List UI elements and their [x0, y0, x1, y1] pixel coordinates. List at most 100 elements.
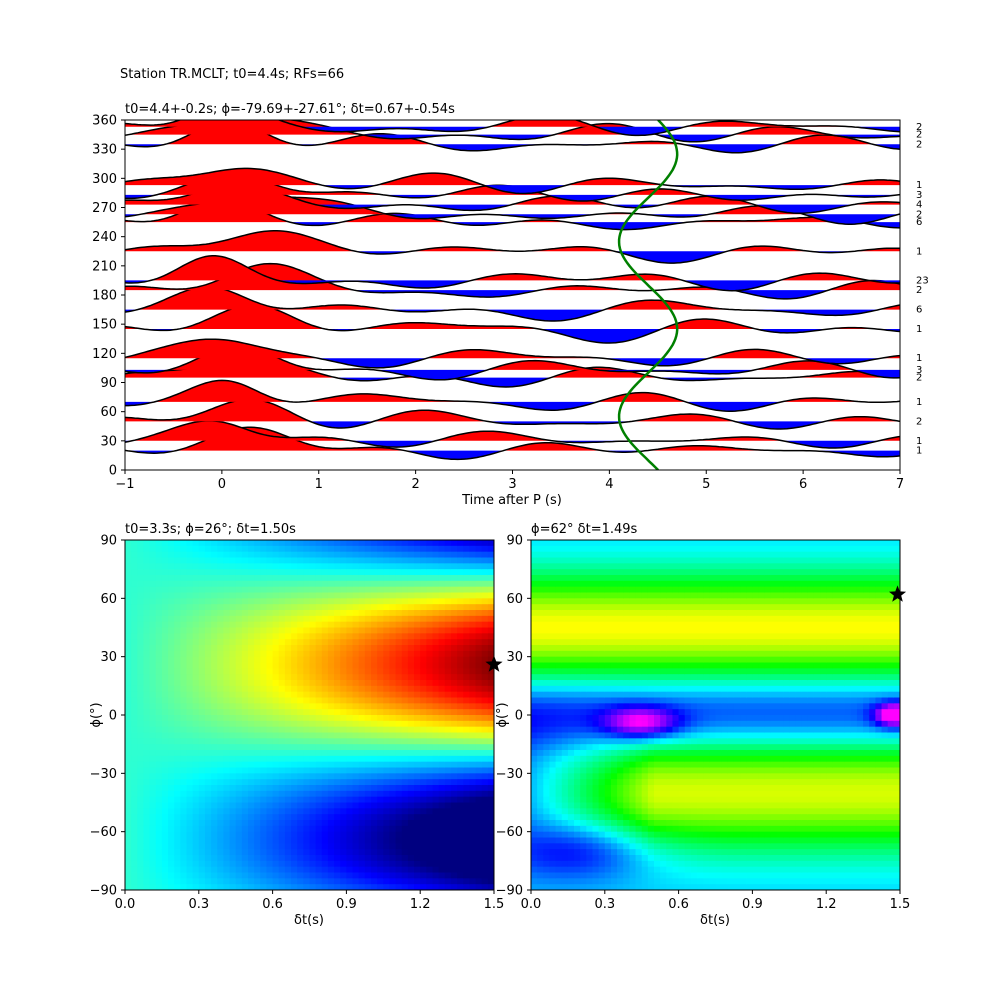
trace-positive-fill	[125, 120, 900, 127]
rf-plot-area	[125, 120, 900, 470]
trace-count-label: 2	[916, 285, 922, 296]
y-tick-label: 90	[100, 534, 117, 549]
trace-count-label: 23	[916, 275, 929, 286]
y-tick-label: −90	[496, 884, 523, 899]
rf-x-ticks: −1 0 1 2 3 4 5 6 7	[115, 470, 904, 492]
y-tick-label: 210	[92, 259, 117, 274]
heatmap-left-title: t0=3.3s; ϕ=26°; δt=1.50s	[125, 522, 296, 537]
y-tick-label: −30	[496, 767, 523, 782]
trace-positive-fill	[125, 345, 900, 370]
y-tick-label: −30	[90, 767, 117, 782]
y-tick-label: 60	[100, 405, 117, 420]
trace-positive-fill	[125, 197, 900, 215]
trace-count-label: 2	[916, 130, 922, 141]
trace-negative-fill	[125, 204, 900, 214]
trace-count-label: 1	[916, 324, 922, 335]
y-tick-label: 90	[100, 376, 117, 391]
x-tick-label: 0.6	[668, 897, 689, 912]
y-tick-label: 30	[100, 650, 117, 665]
y-tick-label: 360	[92, 114, 117, 129]
trace-positive-fill	[125, 121, 900, 145]
y-tick-label: 60	[506, 592, 523, 607]
x-tick-label: 1.5	[484, 897, 505, 912]
heatmap-right-x-label: δt(s)	[700, 913, 730, 928]
y-tick-label: 180	[92, 289, 117, 304]
y-tick-label: −90	[90, 884, 117, 899]
heatmap-right-best-marker	[889, 585, 907, 602]
trace-count-label: 1	[916, 446, 922, 457]
trace-line	[125, 230, 900, 264]
trace-line	[125, 426, 900, 461]
heatmap-left-cells	[125, 540, 494, 890]
y-tick-label: 150	[92, 318, 117, 333]
heatmap-left-best-marker	[485, 655, 503, 672]
trace-positive-fill	[125, 120, 900, 135]
trace-count-label: 2	[916, 122, 922, 133]
y-tick-label: 0	[109, 709, 117, 724]
x-tick-label: 3	[508, 477, 516, 492]
trace-count-label: 2	[916, 139, 922, 150]
x-tick-label: 0.6	[262, 897, 283, 912]
best-fit-star	[485, 655, 503, 672]
rf-y-ticks: 0 30 60 90 120 150 180 210 240 270 300 330 360	[92, 114, 125, 479]
y-tick-label: 270	[92, 201, 117, 216]
trace-count-label: 2	[916, 209, 922, 220]
y-tick-label: 30	[506, 650, 523, 665]
heatmap-left-x-label: δt(s)	[294, 913, 324, 928]
y-tick-label: 0	[515, 709, 523, 724]
trace-positive-fill	[125, 380, 900, 402]
trace-negative-fill	[125, 214, 900, 225]
x-tick-label: 0.9	[742, 897, 763, 912]
y-tick-label: 0	[109, 464, 117, 479]
trace-negative-fill	[125, 358, 900, 368]
trace-positive-fill	[125, 183, 900, 205]
trace-negative-fill	[125, 401, 900, 412]
trace-count-label: 2	[916, 373, 922, 384]
rf-wiggle-panel: t0=4.4+-0.2s; ϕ=-79.69+-27.61°; δt=0.67+…	[92, 102, 929, 508]
heatmap-right-panel: ϕ=62° δt=1.49s 0.0 0.3 0.6 0.9 1.2 1.5 −90 −60…	[495, 522, 910, 928]
trace-line	[125, 379, 900, 412]
trace-positive-fill	[125, 255, 900, 281]
trace-negative-fill	[125, 329, 900, 343]
x-tick-label: 6	[799, 477, 807, 492]
x-tick-label: 0.0	[521, 897, 542, 912]
x-tick-label: 4	[605, 477, 613, 492]
y-tick-label: 90	[506, 534, 523, 549]
trace-negative-fill	[125, 421, 900, 429]
heatmap-left-panel: t0=3.3s; ϕ=26°; δt=1.50s 0.0 0.3 0.6 0.9 1.2…	[89, 522, 504, 928]
trace-count-label: 2	[916, 416, 922, 427]
trace-count-label: 1	[916, 353, 922, 364]
trace-line	[125, 338, 900, 369]
best-fit-star	[889, 585, 907, 602]
trace-positive-fill	[125, 420, 900, 441]
trace-count-label: 1	[916, 436, 922, 447]
heatmap-left-x-ticks: 0.0 0.3 0.6 0.9 1.2 1.5	[115, 890, 505, 912]
trace-count-label: 3	[916, 365, 922, 376]
x-tick-label: 1.5	[890, 897, 911, 912]
trace-negative-fill	[125, 185, 900, 194]
x-tick-label: 5	[702, 477, 710, 492]
trace-negative-fill	[125, 194, 900, 201]
trace-line	[125, 262, 900, 300]
y-tick-label: 240	[92, 230, 117, 245]
trace-positive-fill	[125, 168, 900, 186]
trace-negative-fill	[125, 280, 900, 291]
trace-negative-fill	[125, 309, 900, 321]
trace-count-label: 4	[916, 200, 922, 211]
trace-negative-fill	[125, 126, 900, 136]
rf-panel-title: t0=4.4+-0.2s; ϕ=-79.69+-27.61°; δt=0.67+…	[125, 102, 455, 117]
x-tick-label: 1	[315, 477, 323, 492]
trace-negative-fill	[125, 251, 900, 264]
y-tick-label: −60	[90, 825, 117, 840]
trace-count-label: 1	[916, 397, 922, 408]
figure-suptitle: Station TR.MCLT; t0=4.4s; RFs=66	[120, 67, 345, 82]
model-delay-curve	[617, 120, 679, 470]
heatmap-right-y-ticks: −90 −60 −30 0 30 60 90	[496, 534, 531, 899]
trace-count-label: 6	[916, 217, 922, 228]
trace-negative-fill	[125, 134, 900, 142]
trace-negative-fill	[125, 369, 900, 380]
trace-line	[125, 420, 900, 449]
trace-line	[125, 167, 900, 195]
